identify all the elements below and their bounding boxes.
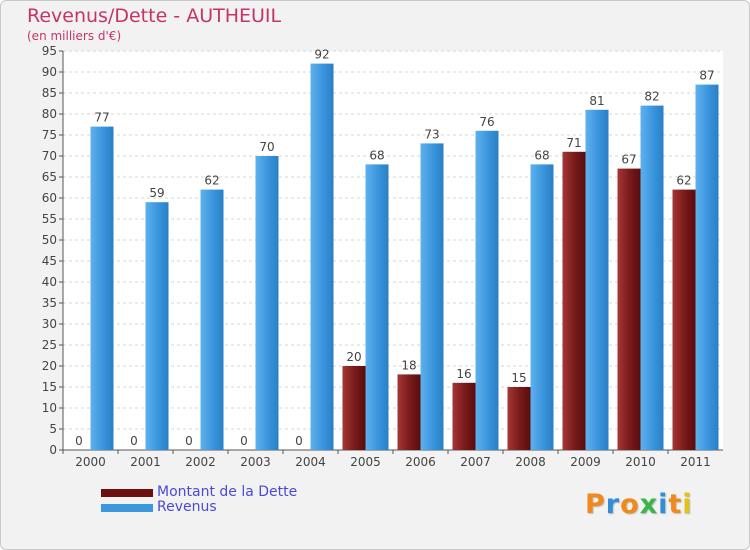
logo-letter: o [620,489,640,520]
x-tick-label: 2004 [295,455,326,469]
bars [90,63,719,451]
y-tick-label: 70 [42,149,57,163]
data-label-dette: 67 [621,153,636,167]
bar-dette [562,151,586,451]
data-label-revenus: 77 [94,111,109,125]
chart-title: Revenus/Dette - AUTHEUIL [27,5,282,27]
bar-revenus [310,63,334,450]
x-tick-label: 2003 [240,455,271,469]
y-tick-label: 60 [42,191,57,205]
bar-revenus [475,130,499,451]
x-tick-label: 2001 [130,455,161,469]
x-tick-label: 2006 [405,455,436,469]
data-label-revenus: 73 [424,127,439,141]
data-label-dette: 0 [75,434,83,448]
data-label-revenus: 70 [259,140,274,154]
bar-dette [617,168,641,450]
legend-swatch-revenus [101,504,153,512]
legend-label-revenus: Revenus [157,499,217,515]
logo-letter: i [658,489,669,520]
bar-revenus [200,189,224,450]
x-tick-label: 2007 [460,455,491,469]
data-label-dette: 71 [566,136,581,150]
y-tick-label: 5 [49,422,57,436]
bar-revenus [145,202,169,450]
y-tick-label: 40 [42,275,57,289]
data-label-revenus: 82 [644,90,659,104]
proxiti-logo: Proxiti [585,489,693,520]
y-tick-label: 15 [42,380,57,394]
y-tick-label: 85 [42,86,57,100]
bar-revenus [420,143,444,450]
bar-revenus [585,109,609,451]
y-tick-label: 95 [42,44,57,58]
y-tick-label: 80 [42,107,57,121]
bar-revenus [640,105,664,450]
logo-letter: i [682,489,693,520]
data-labels: 0 77 0 59 0 62 0 70 0 92 20 68 18 73 16 76 15 68 71 81 67 82 6… [75,48,714,448]
y-tick-label: 90 [42,65,57,79]
logo-letter: t [668,489,683,520]
bar-revenus [695,84,719,450]
chart-subtitle: (en milliers d'€) [27,29,122,43]
logo-letter: r [605,489,621,520]
data-label-dette: 15 [511,371,526,385]
logo-letter: P [585,489,606,520]
bar-dette [672,189,696,450]
data-label-revenus: 59 [149,186,164,200]
data-label-revenus: 92 [314,48,329,62]
data-label-dette: 0 [130,434,138,448]
y-tick-label: 50 [42,233,57,247]
bar-dette [507,387,531,450]
x-tick-label: 2010 [625,455,656,469]
bar-revenus [365,164,389,450]
bar-dette [397,374,421,450]
data-label-revenus: 81 [589,94,604,108]
bar-revenus [90,126,114,450]
data-label-dette: 0 [240,434,248,448]
y-tick-label: 10 [42,401,57,415]
y-tick-label: 45 [42,254,57,268]
x-tick-label: 2002 [185,455,216,469]
bar-revenus [255,156,279,450]
x-tick-label: 2009 [570,455,601,469]
data-label-dette: 16 [456,367,471,381]
legend-swatch-dette [101,489,153,497]
x-tick-label: 2005 [350,455,381,469]
data-label-revenus: 68 [369,148,384,162]
y-tick-label: 25 [42,338,57,352]
data-label-dette: 62 [676,174,691,188]
y-tick-label: 35 [42,296,57,310]
axes: 0 5 10 15 20 25 30 35 40 45 50 55 60 65 70 75 80 85 90 95 20… [42,44,723,469]
logo-letter: x [639,489,659,520]
bar-revenus [530,164,554,450]
grid-lines [63,50,723,451]
legend-label-dette: Montant de la Dette [157,484,298,500]
data-label-dette: 0 [185,434,193,448]
data-label-revenus: 76 [479,115,494,129]
plot-area [63,51,723,450]
bar-dette [452,382,476,450]
data-label-revenus: 68 [534,148,549,162]
data-label-revenus: 87 [699,69,714,83]
x-tick-label: 2011 [680,455,711,469]
y-tick-label: 75 [42,128,57,142]
y-tick-label: 30 [42,317,57,331]
x-tick-label: 2000 [75,455,106,469]
data-label-dette: 20 [346,350,361,364]
data-label-dette: 18 [401,358,416,372]
y-tick-label: 20 [42,359,57,373]
y-tick-label: 65 [42,170,57,184]
data-label-revenus: 62 [204,174,219,188]
y-tick-label: 0 [49,443,57,457]
bar-dette [342,366,366,450]
y-tick-label: 55 [42,212,57,226]
x-tick-label: 2008 [515,455,546,469]
data-label-dette: 0 [295,434,303,448]
